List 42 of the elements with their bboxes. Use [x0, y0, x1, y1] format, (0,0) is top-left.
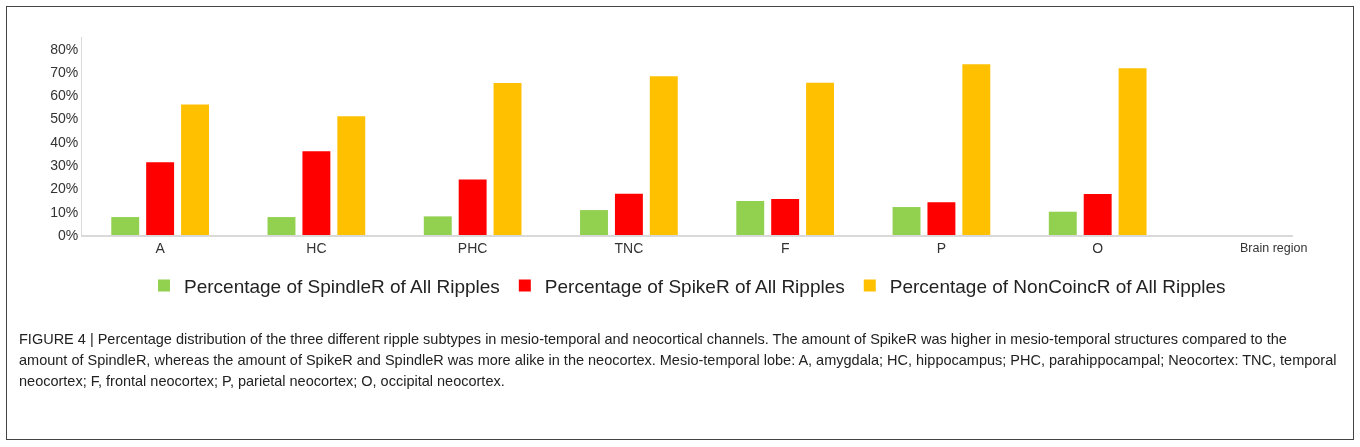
bar — [1083, 194, 1112, 235]
legend-label: Percentage of NonCoincR of All Ripples — [889, 275, 1226, 297]
legend-label: Percentage of SpindleR of All Ripples — [184, 275, 500, 297]
bar — [927, 202, 956, 235]
bar — [181, 104, 209, 235]
x-tick-label: HC — [306, 240, 327, 257]
bar — [493, 83, 522, 235]
bar — [1118, 68, 1147, 235]
bar — [580, 210, 608, 235]
legend-label: Percentage of SpikeR of All Ripples — [544, 275, 845, 297]
x-tick-label: F — [780, 240, 790, 257]
bar — [771, 198, 800, 235]
bar — [302, 151, 331, 235]
bar — [806, 82, 835, 235]
bar — [267, 217, 296, 235]
y-tick-label: 80% — [50, 40, 79, 57]
caption: FIGURE 4 | Percentage distribution of the three different ripple subtypes in mesio-temporal and neocortical channels. The amount of SpikeR was higher in mesio-temporal structures compared to the amount of SpindleR, whereas the amount of SpikeR and SpindleR was more alike in the neocortex. Mesio-temporal lobe: A, amygdala; HC, hippocampus; PHC, parahippocampal; Neocortex: TNC, temporal neocortex; F, frontal neocortex; P, parietal neocortex; O, occipital neocortex. — [19, 330, 1338, 391]
y-tick-label: 0% — [57, 226, 79, 243]
y-tick-label: 40% — [50, 133, 79, 150]
x-tick-label: A — [155, 240, 166, 257]
x-tick-label: O — [1092, 240, 1104, 257]
bar — [111, 217, 140, 235]
y-tick-label: 50% — [50, 110, 79, 127]
bar — [614, 193, 643, 235]
bar — [146, 162, 175, 235]
bar — [962, 64, 991, 235]
y-tick-label: 70% — [50, 63, 79, 80]
bar — [423, 216, 452, 235]
x-tick-label: P — [936, 240, 947, 257]
bar — [892, 207, 921, 235]
bar — [649, 76, 678, 235]
x-tick-label: TNC — [614, 240, 644, 257]
x-tick-label: PHC — [457, 240, 488, 257]
y-tick-label: 30% — [50, 157, 79, 174]
y-tick-label: 60% — [50, 87, 79, 104]
x-axis-title: Brain region — [1240, 241, 1308, 255]
y-tick-label: 20% — [50, 180, 79, 197]
y-tick-label: 10% — [50, 203, 79, 220]
bar — [1048, 211, 1077, 235]
bar — [337, 116, 366, 235]
bar — [458, 179, 487, 235]
bar — [736, 200, 765, 235]
